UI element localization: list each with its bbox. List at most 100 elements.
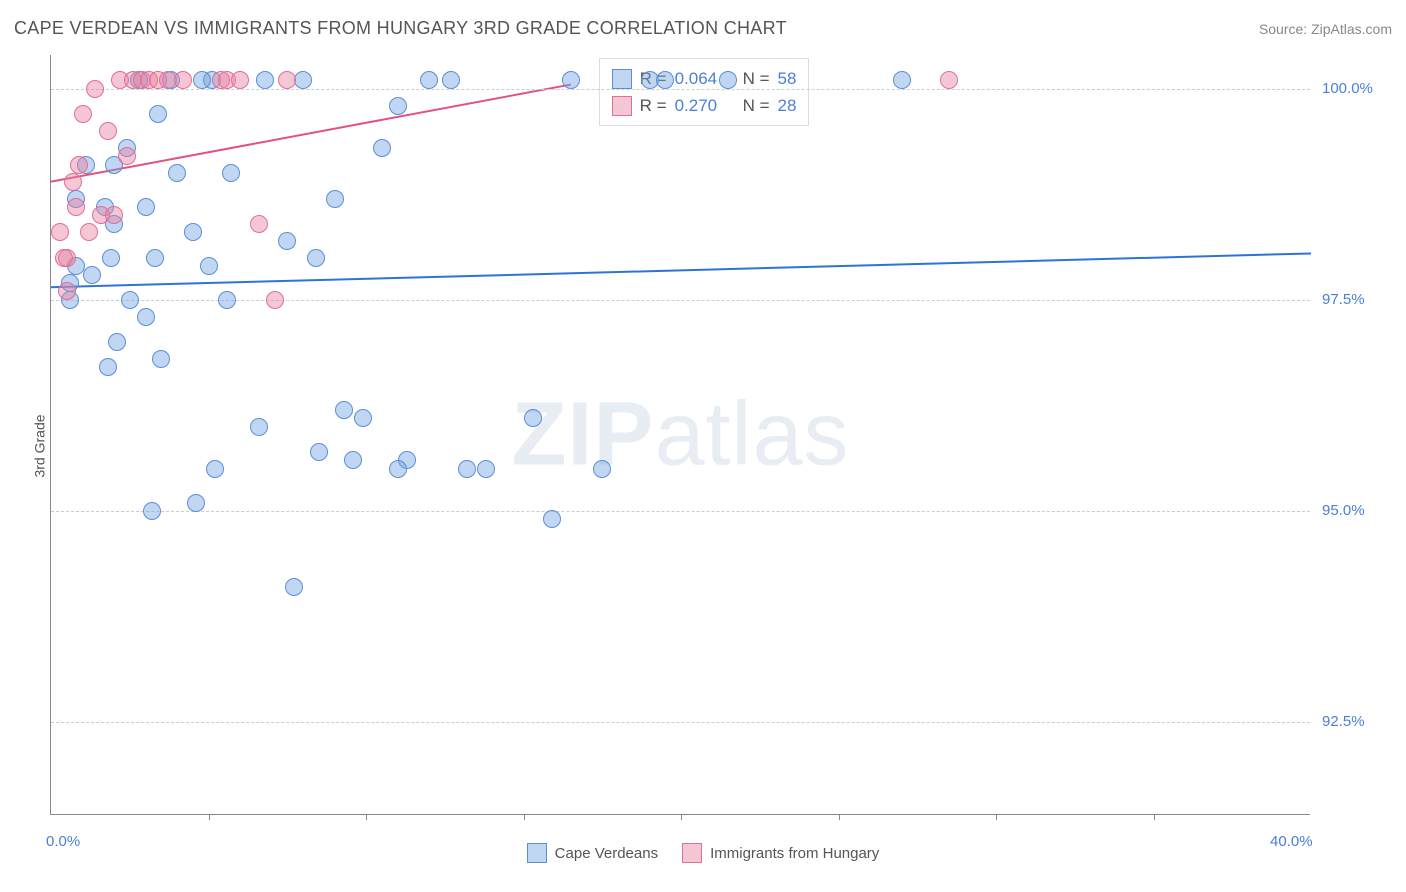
bottom-legend: Cape Verdeans Immigrants from Hungary xyxy=(0,843,1406,863)
legend-label: Immigrants from Hungary xyxy=(710,845,879,862)
x-tick-mark xyxy=(996,814,997,820)
data-point xyxy=(146,249,164,267)
x-tick-mark xyxy=(209,814,210,820)
data-point xyxy=(51,223,69,241)
data-point xyxy=(187,494,205,512)
r-label: R = xyxy=(640,92,667,119)
data-point xyxy=(222,164,240,182)
x-tick-mark xyxy=(681,814,682,820)
data-point xyxy=(149,105,167,123)
legend-label: Cape Verdeans xyxy=(555,845,658,862)
x-tick-mark xyxy=(524,814,525,820)
data-point xyxy=(102,249,120,267)
data-point xyxy=(285,578,303,596)
data-point xyxy=(70,156,88,174)
data-point xyxy=(310,443,328,461)
plot-area: ZIPatlas R =0.064 N =58R =0.270 N =28 xyxy=(50,55,1310,815)
data-point xyxy=(250,418,268,436)
data-point xyxy=(99,122,117,140)
data-point xyxy=(256,71,274,89)
data-point xyxy=(200,257,218,275)
data-point xyxy=(477,460,495,478)
data-point xyxy=(278,71,296,89)
data-point xyxy=(266,291,284,309)
data-point xyxy=(294,71,312,89)
legend-swatch xyxy=(682,843,702,863)
data-point xyxy=(137,308,155,326)
y-tick-label: 100.0% xyxy=(1322,80,1373,97)
correlation-stats-box: R =0.064 N =58R =0.270 N =28 xyxy=(599,58,810,126)
data-point xyxy=(656,71,674,89)
y-tick-label: 95.0% xyxy=(1322,502,1365,519)
gridline xyxy=(51,722,1310,723)
data-point xyxy=(193,71,211,89)
data-point xyxy=(74,105,92,123)
data-point xyxy=(307,249,325,267)
watermark-atlas: atlas xyxy=(654,384,849,484)
y-tick-label: 92.5% xyxy=(1322,713,1365,730)
data-point xyxy=(152,350,170,368)
data-point xyxy=(278,232,296,250)
data-point xyxy=(335,401,353,419)
data-point xyxy=(231,71,249,89)
legend-swatch xyxy=(612,96,632,116)
r-value: 0.270 xyxy=(675,92,718,119)
data-point xyxy=(64,173,82,191)
data-point xyxy=(121,291,139,309)
data-point xyxy=(344,451,362,469)
n-label: N = xyxy=(743,92,770,119)
data-point xyxy=(719,71,737,89)
x-tick-label: 40.0% xyxy=(1270,833,1313,850)
data-point xyxy=(67,198,85,216)
data-point xyxy=(83,266,101,284)
x-tick-label: 0.0% xyxy=(46,833,80,850)
trend-lines xyxy=(51,55,1311,815)
data-point xyxy=(99,358,117,376)
chart-header: CAPE VERDEAN VS IMMIGRANTS FROM HUNGARY … xyxy=(14,18,1392,39)
y-tick-label: 97.5% xyxy=(1322,291,1365,308)
data-point xyxy=(326,190,344,208)
watermark: ZIPatlas xyxy=(511,383,849,486)
chart-source: Source: ZipAtlas.com xyxy=(1259,21,1392,37)
data-point xyxy=(218,291,236,309)
gridline xyxy=(51,300,1310,301)
stats-row: R = 0.270 N = 28 xyxy=(612,92,797,119)
gridline xyxy=(51,511,1310,512)
data-point xyxy=(168,164,186,182)
data-point xyxy=(354,409,372,427)
x-tick-mark xyxy=(366,814,367,820)
data-point xyxy=(206,460,224,478)
data-point xyxy=(593,460,611,478)
data-point xyxy=(174,71,192,89)
chart-title: CAPE VERDEAN VS IMMIGRANTS FROM HUNGARY … xyxy=(14,18,787,39)
data-point xyxy=(86,80,104,98)
data-point xyxy=(55,249,73,267)
data-point xyxy=(562,71,580,89)
data-point xyxy=(143,502,161,520)
data-point xyxy=(105,206,123,224)
data-point xyxy=(184,223,202,241)
legend-swatch xyxy=(527,843,547,863)
data-point xyxy=(250,215,268,233)
data-point xyxy=(458,460,476,478)
data-point xyxy=(118,147,136,165)
legend-item: Immigrants from Hungary xyxy=(682,843,879,863)
x-tick-mark xyxy=(1154,814,1155,820)
trend-line xyxy=(51,253,1311,287)
data-point xyxy=(543,510,561,528)
watermark-zip: ZIP xyxy=(511,384,654,484)
data-point xyxy=(108,333,126,351)
n-value: 28 xyxy=(778,92,797,119)
data-point xyxy=(940,71,958,89)
data-point xyxy=(893,71,911,89)
data-point xyxy=(524,409,542,427)
x-tick-mark xyxy=(839,814,840,820)
y-axis-label: 3rd Grade xyxy=(32,414,48,477)
data-point xyxy=(58,282,76,300)
data-point xyxy=(373,139,391,157)
data-point xyxy=(137,198,155,216)
data-point xyxy=(442,71,460,89)
data-point xyxy=(420,71,438,89)
data-point xyxy=(389,97,407,115)
data-point xyxy=(389,460,407,478)
